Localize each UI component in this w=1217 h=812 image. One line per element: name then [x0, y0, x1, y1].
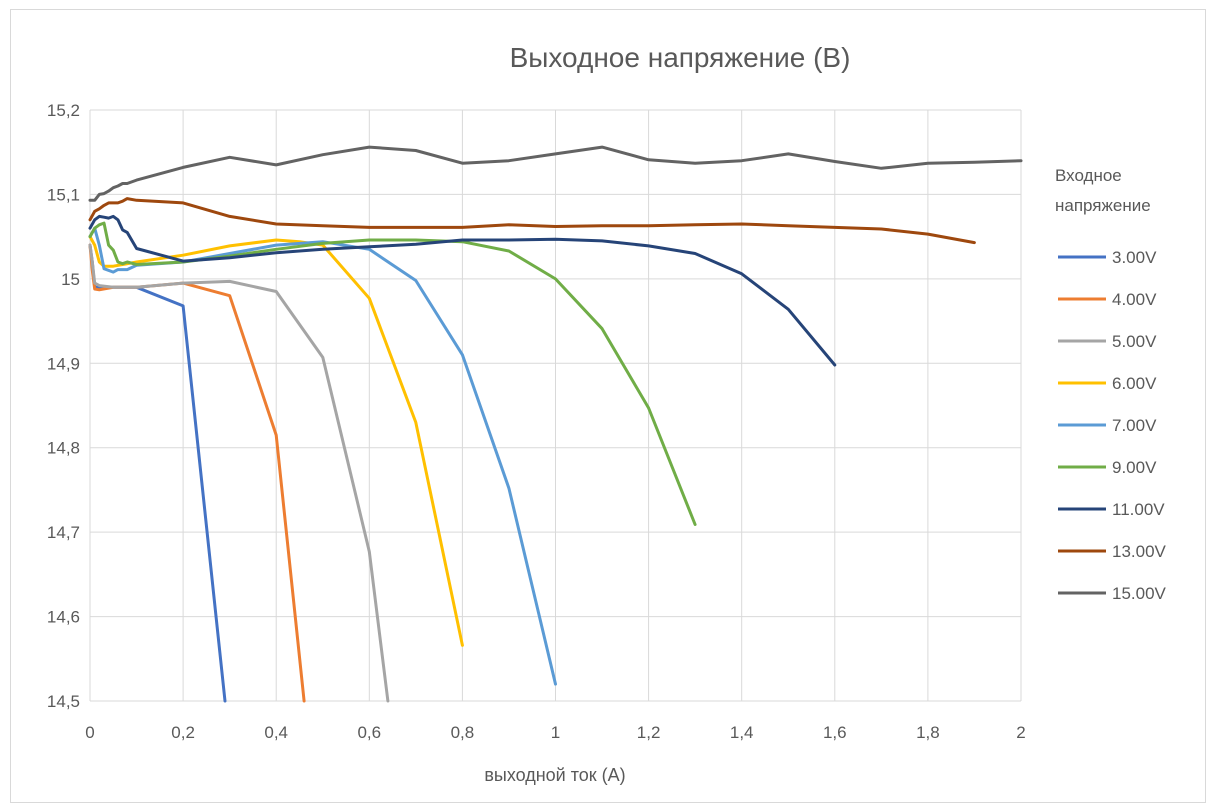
chart-frame — [10, 9, 1206, 803]
legend-items: 3.00V 4.00V 5.00V 6.00V 7.00V 9.00V 11.00V 13.0… — [1058, 248, 1167, 603]
series-line-4.00V — [88, 243, 306, 703]
y-tick-label: 14,8 — [47, 439, 80, 458]
x-tick-label: 0 — [85, 723, 94, 742]
series-line-15.00V — [88, 145, 1023, 202]
legend-label-4.00V: 4.00V — [1112, 290, 1157, 309]
legend: Входное напряжение 3.00V 4.00V 5.00V 6.00V 7… — [1055, 166, 1167, 603]
x-tick-label: 0,8 — [451, 723, 475, 742]
legend-label-15.00V: 15.00V — [1112, 584, 1167, 603]
y-tick-label: 14,5 — [47, 692, 80, 711]
y-tick-label: 15 — [61, 270, 80, 289]
x-tick-label: 1,2 — [637, 723, 661, 742]
series-line-9.00V — [88, 221, 697, 526]
y-tick-label: 15,1 — [47, 185, 80, 204]
x-tick-label: 1,6 — [823, 723, 847, 742]
x-tick-label: 1,4 — [730, 723, 754, 742]
chart-title: Выходное напряжение (В) — [510, 42, 851, 73]
series-lines — [88, 145, 1023, 703]
y-tick-label: 15,2 — [47, 101, 80, 120]
y-axis-ticks: 14,5 14,6 14,7 14,8 14,9 15 15,1 15,2 — [47, 101, 80, 711]
legend-label-3.00V: 3.00V — [1112, 248, 1157, 267]
gridlines — [89, 109, 1022, 702]
series-line-5.00V — [88, 243, 390, 703]
x-tick-label: 1,8 — [916, 723, 940, 742]
x-tick-label: 2 — [1016, 723, 1025, 742]
x-axis-ticks: 0 0,2 0,4 0,6 0,8 1 1,2 1,4 1,6 1,8 2 — [85, 723, 1025, 742]
legend-label-9.00V: 9.00V — [1112, 458, 1157, 477]
x-tick-label: 0,4 — [264, 723, 288, 742]
x-tick-label: 1 — [551, 723, 560, 742]
x-tick-label: 0,2 — [171, 723, 195, 742]
y-tick-label: 14,7 — [47, 523, 80, 542]
legend-title-line-2: напряжение — [1055, 196, 1151, 215]
legend-label-6.00V: 6.00V — [1112, 374, 1157, 393]
legend-label-13.00V: 13.00V — [1112, 542, 1167, 561]
series-line-6.00V — [88, 235, 464, 647]
legend-label-5.00V: 5.00V — [1112, 332, 1157, 351]
y-tick-label: 14,9 — [47, 354, 80, 373]
series-line-13.00V — [88, 197, 976, 245]
y-tick-label: 14,6 — [47, 608, 80, 627]
x-tick-label: 0,6 — [357, 723, 381, 742]
series-line-11.00V — [88, 214, 837, 367]
legend-label-11.00V: 11.00V — [1112, 500, 1165, 519]
series-line-3.00V — [88, 243, 227, 703]
legend-label-7.00V: 7.00V — [1112, 416, 1157, 435]
legend-title-line-1: Входное — [1055, 166, 1122, 185]
x-axis-title: выходной ток (А) — [484, 765, 625, 785]
